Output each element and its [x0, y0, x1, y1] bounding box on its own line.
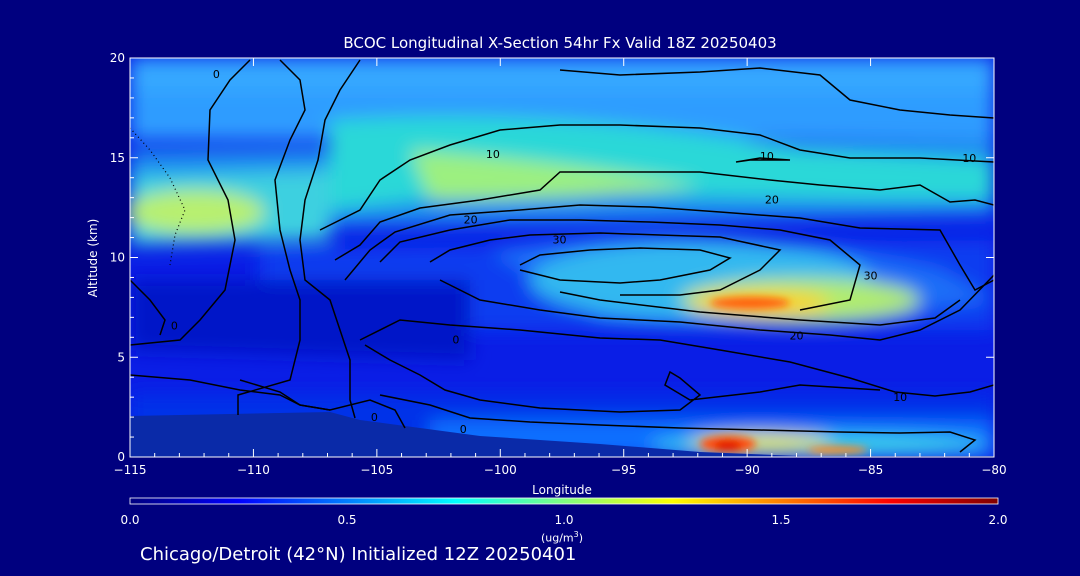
y-tick-label: 15: [110, 151, 125, 165]
concentration-field: 0 10 10 10 20 20 30 30 0 0 20 10 0 0: [130, 58, 994, 457]
colorbar-ticks: 0.0 0.5 1.0 1.5 2.0: [120, 513, 1007, 527]
colorbar-tick-label: 1.0: [554, 513, 573, 527]
x-tick-label: −115: [114, 463, 147, 477]
x-axis-label: Longitude: [532, 483, 592, 497]
colorbar: [129, 497, 999, 505]
contour-label: 0: [460, 423, 467, 436]
x-tick-label: −95: [611, 463, 636, 477]
x-tick-label: −100: [484, 463, 517, 477]
colorbar-units: (ug/m3): [540, 530, 584, 545]
x-tick-label: −105: [360, 463, 393, 477]
colorbar-tick-label: 0.5: [337, 513, 356, 527]
colorbar-tick-label: 1.5: [771, 513, 790, 527]
y-tick-label: 5: [117, 350, 125, 364]
y-tick-label: 20: [110, 51, 125, 65]
contour-label: 10: [962, 152, 976, 165]
contour-label: 20: [765, 194, 779, 207]
x-tick-label: −90: [734, 463, 759, 477]
y-tick-label: 10: [110, 251, 125, 265]
contour-labels: 0 10 10 10 20 20 30 30 0 0 20 10 0 0: [171, 68, 976, 436]
contour-label: 30: [864, 269, 878, 282]
dotted-contour: [130, 127, 186, 266]
x-tick-label: −80: [981, 463, 1006, 477]
contour-label: 0: [213, 68, 220, 81]
colorbar-tick-label: 0.0: [120, 513, 139, 527]
contour-label: 30: [553, 234, 567, 247]
x-tick-label: −85: [858, 463, 883, 477]
contour-label: 0: [371, 411, 378, 424]
contour-label: 0: [171, 319, 178, 332]
footer-caption: Chicago/Detroit (42°N) Initialized 12Z 2…: [140, 544, 577, 565]
contour-label: 10: [760, 150, 774, 163]
contour-label: 10: [486, 148, 500, 161]
contour-label: 10: [893, 391, 907, 404]
plot-title: BCOC Longitudinal X-Section 54hr Fx Vali…: [343, 34, 777, 52]
y-tick-label: 0: [117, 450, 125, 464]
x-tick-label: −110: [237, 463, 270, 477]
contour-label: 20: [464, 214, 478, 227]
axes: −115 −110 −105 −100 −95 −90 −85 −80 0 5 10 15 20: [110, 51, 1007, 477]
contour-label: 0: [452, 333, 459, 346]
colorbar-tick-label: 2.0: [988, 513, 1007, 527]
contour-label: 20: [790, 329, 804, 342]
contour-lines: [130, 59, 994, 453]
